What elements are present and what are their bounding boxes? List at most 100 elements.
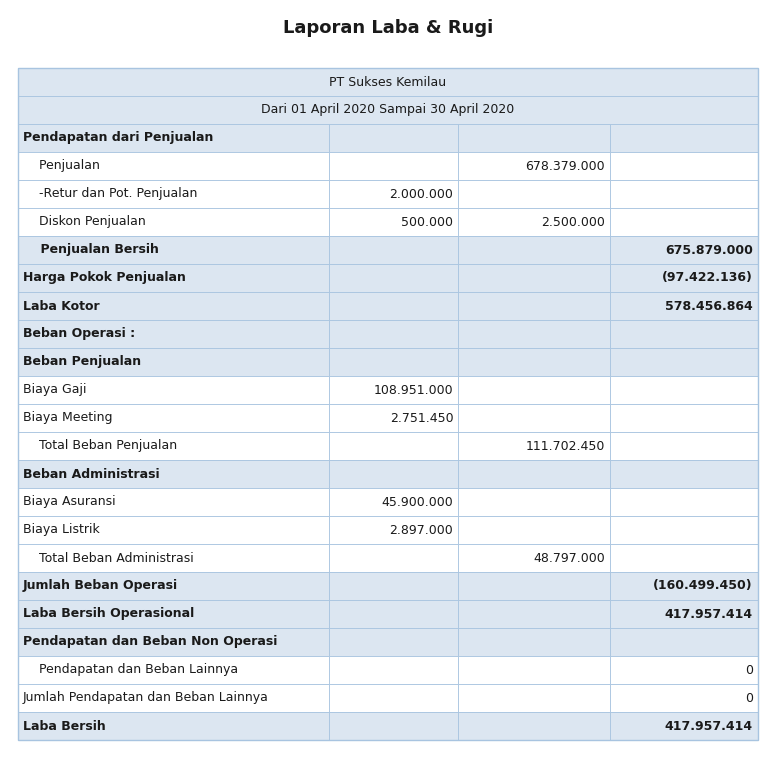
Bar (18, 236, 329, 264)
Bar (18, 432, 329, 460)
Bar (329, 488, 459, 516)
Text: 417.957.414: 417.957.414 (665, 608, 753, 621)
Bar (18, 68, 758, 740)
Bar (459, 264, 610, 292)
Bar (610, 124, 758, 152)
Bar (459, 460, 610, 488)
Bar (18, 628, 329, 656)
Text: -Retur dan Pot. Penjualan: -Retur dan Pot. Penjualan (23, 188, 197, 201)
Bar (459, 348, 610, 376)
Text: 2.000.000: 2.000.000 (390, 188, 453, 201)
Text: Jumlah Beban Operasi: Jumlah Beban Operasi (23, 580, 178, 592)
Text: 578.456.864: 578.456.864 (665, 300, 753, 313)
Bar (329, 320, 459, 348)
Bar (459, 600, 610, 628)
Bar (610, 488, 758, 516)
Bar (18, 404, 329, 432)
Bar (329, 712, 459, 740)
Bar (18, 544, 329, 572)
Bar (459, 180, 610, 208)
Text: 0: 0 (745, 692, 753, 705)
Bar (459, 292, 610, 320)
Text: 417.957.414: 417.957.414 (665, 720, 753, 733)
Text: Laba Kotor: Laba Kotor (23, 300, 99, 313)
Text: Laba Bersih: Laba Bersih (23, 720, 106, 733)
Bar (329, 628, 459, 656)
Bar (459, 488, 610, 516)
Bar (329, 376, 459, 404)
Bar (329, 124, 459, 152)
Bar (459, 712, 610, 740)
Bar (610, 572, 758, 600)
Bar (459, 516, 610, 544)
Bar (610, 152, 758, 180)
Bar (329, 656, 459, 684)
Text: Biaya Gaji: Biaya Gaji (23, 384, 86, 397)
Bar (610, 628, 758, 656)
Bar (610, 180, 758, 208)
Bar (18, 96, 758, 124)
Bar (329, 460, 459, 488)
Text: 2.897.000: 2.897.000 (390, 523, 453, 537)
Text: Beban Administrasi: Beban Administrasi (23, 468, 160, 480)
Bar (610, 600, 758, 628)
Bar (18, 516, 329, 544)
Text: 108.951.000: 108.951.000 (374, 384, 453, 397)
Text: Total Beban Penjualan: Total Beban Penjualan (23, 439, 177, 452)
Bar (610, 404, 758, 432)
Bar (329, 684, 459, 712)
Bar (18, 292, 329, 320)
Bar (459, 656, 610, 684)
Bar (18, 152, 329, 180)
Bar (329, 572, 459, 600)
Bar (329, 152, 459, 180)
Bar (610, 292, 758, 320)
Bar (329, 292, 459, 320)
Bar (329, 404, 459, 432)
Bar (610, 712, 758, 740)
Text: (97.422.136): (97.422.136) (662, 272, 753, 285)
Bar (459, 152, 610, 180)
Bar (459, 376, 610, 404)
Text: Total Beban Administrasi: Total Beban Administrasi (23, 551, 194, 564)
Bar (610, 320, 758, 348)
Bar (459, 628, 610, 656)
Bar (610, 432, 758, 460)
Bar (610, 460, 758, 488)
Bar (18, 180, 329, 208)
Bar (610, 656, 758, 684)
Bar (610, 684, 758, 712)
Text: Pendapatan dan Beban Lainnya: Pendapatan dan Beban Lainnya (23, 663, 238, 676)
Bar (610, 208, 758, 236)
Bar (18, 320, 329, 348)
Bar (459, 208, 610, 236)
Bar (459, 320, 610, 348)
Bar (18, 68, 758, 96)
Text: 500.000: 500.000 (401, 215, 453, 229)
Bar (459, 124, 610, 152)
Bar (459, 684, 610, 712)
Bar (610, 348, 758, 376)
Bar (18, 684, 329, 712)
Text: (160.499.450): (160.499.450) (653, 580, 753, 592)
Bar (18, 488, 329, 516)
Bar (329, 348, 459, 376)
Bar (329, 236, 459, 264)
Bar (459, 236, 610, 264)
Text: 2.500.000: 2.500.000 (541, 215, 605, 229)
Text: 2.751.450: 2.751.450 (390, 411, 453, 425)
Bar (610, 376, 758, 404)
Text: 111.702.450: 111.702.450 (525, 439, 605, 452)
Text: Harga Pokok Penjualan: Harga Pokok Penjualan (23, 272, 186, 285)
Bar (18, 656, 329, 684)
Bar (329, 208, 459, 236)
Text: Diskon Penjualan: Diskon Penjualan (23, 215, 146, 229)
Bar (329, 516, 459, 544)
Text: 675.879.000: 675.879.000 (665, 243, 753, 256)
Bar (18, 264, 329, 292)
Bar (610, 516, 758, 544)
Text: 45.900.000: 45.900.000 (382, 496, 453, 509)
Bar (18, 460, 329, 488)
Text: 48.797.000: 48.797.000 (533, 551, 605, 564)
Text: Dari 01 April 2020 Sampai 30 April 2020: Dari 01 April 2020 Sampai 30 April 2020 (262, 103, 514, 117)
